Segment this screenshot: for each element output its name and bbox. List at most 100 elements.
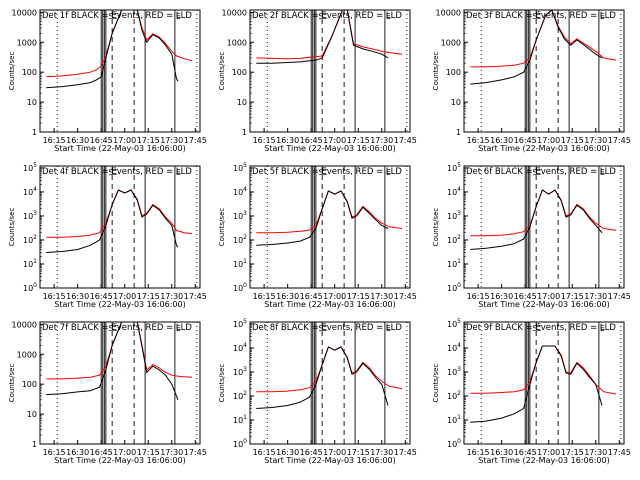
x-tick-label: 16:45 bbox=[90, 292, 113, 301]
x-tick-label: 17:00 bbox=[323, 292, 346, 301]
y-tick-label: 1000 bbox=[17, 350, 37, 359]
x-axis-label: Start Time (22-May-03 16:06:00) bbox=[478, 300, 609, 309]
flag-label: S bbox=[532, 168, 537, 177]
x-tick-label: 16:30 bbox=[276, 136, 299, 145]
x-tick-label: 17:30 bbox=[160, 448, 183, 457]
y-tick-label: 1 bbox=[242, 128, 247, 137]
y-tick-label: 101 bbox=[447, 414, 461, 425]
x-tick-label: 17:45 bbox=[184, 292, 207, 301]
y-tick-label: 102 bbox=[447, 390, 461, 401]
x-axis-label: Start Time (22-May-03 16:06:00) bbox=[54, 456, 185, 465]
flag-label: S bbox=[318, 324, 323, 333]
y-tick-label: 100 bbox=[232, 68, 247, 77]
x-tick-label: 16:45 bbox=[90, 448, 113, 457]
x-tick-label: 17:15 bbox=[347, 292, 370, 301]
series-events-line bbox=[470, 345, 603, 423]
x-tick-label: 17:00 bbox=[537, 292, 560, 301]
x-tick-label: 16:30 bbox=[66, 136, 89, 145]
y-tick-label: 1 bbox=[32, 440, 37, 449]
flag-label: C bbox=[112, 168, 118, 177]
y-tick-label: 10 bbox=[451, 98, 461, 107]
x-axis-label: Start Time (22-May-03 16:06:00) bbox=[478, 144, 609, 153]
y-tick-label: 105 bbox=[447, 162, 461, 173]
panel-title: Det 9f BLACK = Events, RED = LLD bbox=[466, 323, 616, 333]
y-tick-label: 103 bbox=[447, 210, 461, 221]
series-lld-line bbox=[256, 190, 403, 234]
x-tick-label: 17:45 bbox=[184, 136, 207, 145]
y-tick-label: 1000 bbox=[441, 38, 461, 47]
y-tick-label: 1 bbox=[32, 128, 37, 137]
y-tick-label: 100 bbox=[446, 68, 461, 77]
x-tick-label: 16:15 bbox=[43, 292, 66, 301]
x-tick-label: 17:30 bbox=[584, 136, 607, 145]
y-tick-label: 104 bbox=[23, 186, 37, 197]
x-tick-label: 16:15 bbox=[467, 136, 490, 145]
x-tick-label: 16:15 bbox=[467, 448, 490, 457]
flag-label: C bbox=[536, 324, 542, 333]
x-tick-label: 16:45 bbox=[300, 448, 323, 457]
flag-label: S bbox=[108, 324, 113, 333]
series-lld-line bbox=[470, 345, 617, 395]
series-events-line bbox=[256, 190, 389, 246]
x-axis-label: Start Time (22-May-03 16:06:00) bbox=[264, 144, 395, 153]
panel-title: Det 4f BLACK = Events, RED = LLD bbox=[42, 167, 192, 177]
flag-label: E bbox=[386, 168, 391, 177]
y-tick-label: 100 bbox=[22, 380, 37, 389]
x-tick-label: 16:15 bbox=[467, 292, 490, 301]
flag-label: S bbox=[108, 12, 113, 21]
y-tick-label: 10000 bbox=[222, 8, 247, 17]
y-axis-label: Counts/sec bbox=[218, 364, 226, 403]
x-tick-label: 16:30 bbox=[490, 292, 513, 301]
flag-label: C bbox=[536, 168, 542, 177]
y-axis-label: Counts/sec bbox=[8, 208, 16, 247]
y-tick-label: 101 bbox=[447, 258, 461, 269]
y-axis-label: Counts/sec bbox=[432, 52, 440, 91]
x-tick-label: 17:15 bbox=[137, 136, 160, 145]
series-events-line bbox=[470, 10, 603, 85]
x-tick-label: 17:45 bbox=[394, 292, 417, 301]
panel-title: Det 7f BLACK = Events, RED = LLD bbox=[42, 323, 192, 333]
panel-title: Det 2f BLACK = Events, RED = LLD bbox=[252, 11, 402, 21]
y-tick-label: 101 bbox=[233, 258, 247, 269]
flag-label: C bbox=[322, 324, 328, 333]
panel-title: Det 3f BLACK = Events, RED = LLD bbox=[466, 11, 616, 21]
panel-title: Det 8f BLACK = Events, RED = LLD bbox=[252, 323, 402, 333]
y-tick-label: 100 bbox=[233, 282, 247, 293]
x-tick-label: 16:30 bbox=[66, 292, 89, 301]
flag-label: E bbox=[386, 324, 391, 333]
x-tick-label: 17:15 bbox=[137, 448, 160, 457]
x-tick-label: 17:30 bbox=[160, 136, 183, 145]
x-tick-label: 17:45 bbox=[394, 448, 417, 457]
x-tick-label: 16:15 bbox=[253, 448, 276, 457]
flag-label: E bbox=[600, 12, 605, 21]
x-tick-label: 17:00 bbox=[113, 292, 136, 301]
x-axis-label: Start Time (22-May-03 16:06:00) bbox=[478, 456, 609, 465]
plot-frame bbox=[463, 321, 625, 445]
y-tick-label: 105 bbox=[233, 318, 247, 329]
flag-label: S bbox=[532, 12, 537, 21]
y-axis-label: Counts/sec bbox=[8, 364, 16, 403]
series-events-line bbox=[470, 189, 603, 250]
y-axis-label: Counts/sec bbox=[432, 208, 440, 247]
x-tick-label: 16:45 bbox=[514, 136, 537, 145]
x-tick-label: 17:15 bbox=[347, 136, 370, 145]
flag-label: S bbox=[318, 12, 323, 21]
x-tick-label: 16:30 bbox=[276, 292, 299, 301]
series-events-line bbox=[46, 322, 179, 400]
x-tick-label: 17:45 bbox=[184, 448, 207, 457]
y-tick-label: 10 bbox=[27, 410, 37, 419]
x-tick-label: 17:00 bbox=[323, 448, 346, 457]
x-tick-label: 17:45 bbox=[608, 292, 631, 301]
y-tick-label: 105 bbox=[233, 162, 247, 173]
plot-frame bbox=[463, 165, 625, 289]
y-axis-label: Counts/sec bbox=[218, 52, 226, 91]
x-tick-label: 17:45 bbox=[608, 448, 631, 457]
y-tick-label: 100 bbox=[23, 282, 37, 293]
plot-frame bbox=[249, 9, 411, 133]
y-axis-label: Counts/sec bbox=[8, 52, 16, 91]
x-axis-label: Start Time (22-May-03 16:06:00) bbox=[264, 300, 395, 309]
